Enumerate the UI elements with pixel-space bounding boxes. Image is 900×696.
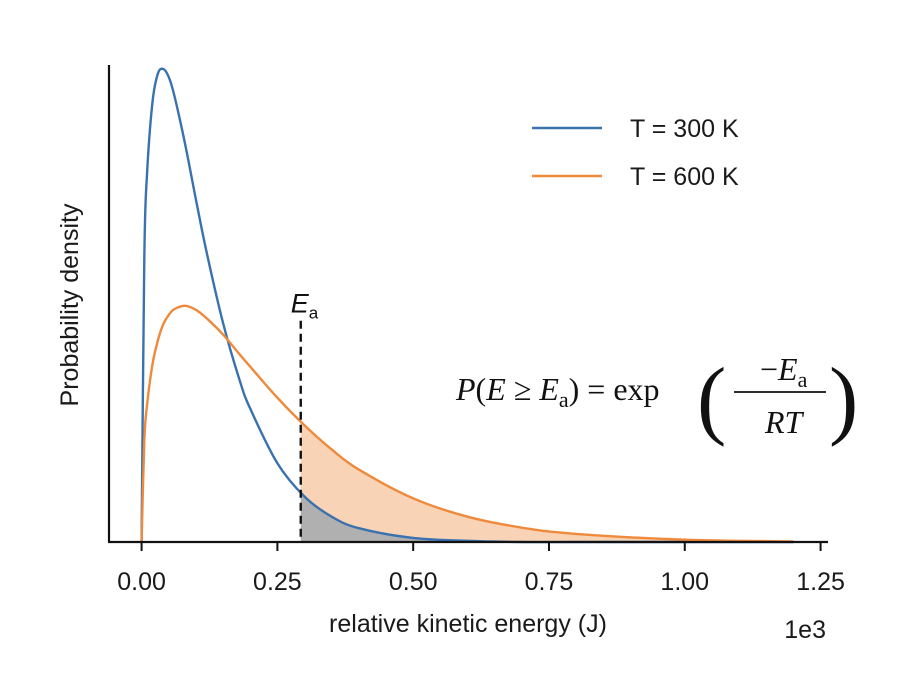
shaded-areas xyxy=(300,421,794,543)
formula-annotation: P(E ≥ Ea) = exp ( −Ea RT ) xyxy=(455,351,858,448)
activation-energy-label: Ea xyxy=(291,289,319,323)
formula-lhs: P(E ≥ Ea) = exp xyxy=(455,371,660,412)
x-tick-label: 1.25 xyxy=(796,568,845,596)
series-line-600k xyxy=(140,304,794,543)
x-tick-label: 0.50 xyxy=(389,568,438,596)
shade-300k-beyond-ea xyxy=(300,491,794,543)
x-axis-title: relative kinetic energy (J) xyxy=(329,610,607,638)
x-axis-offset-label: 1e3 xyxy=(784,616,826,644)
formula-numerator: −Ea xyxy=(760,351,808,392)
x-tick-label: 0.75 xyxy=(525,568,574,596)
formula-close-paren: ) xyxy=(829,351,858,448)
x-ticks: 0.00 0.25 0.50 0.75 1.00 1.25 xyxy=(117,542,845,596)
legend-label-600k: T = 600 K xyxy=(630,163,739,191)
x-tick-label: 1.00 xyxy=(660,568,709,596)
y-axis-title: Probability density xyxy=(56,203,84,406)
formula-denominator: RT xyxy=(764,404,805,440)
x-tick-label: 0.00 xyxy=(117,568,166,596)
legend: T = 300 K T = 600 K xyxy=(532,115,739,191)
legend-label-300k: T = 300 K xyxy=(630,115,739,143)
shade-600k-beyond-ea xyxy=(300,421,794,543)
x-tick-label: 0.25 xyxy=(253,568,302,596)
formula-open-paren: ( xyxy=(697,351,726,448)
